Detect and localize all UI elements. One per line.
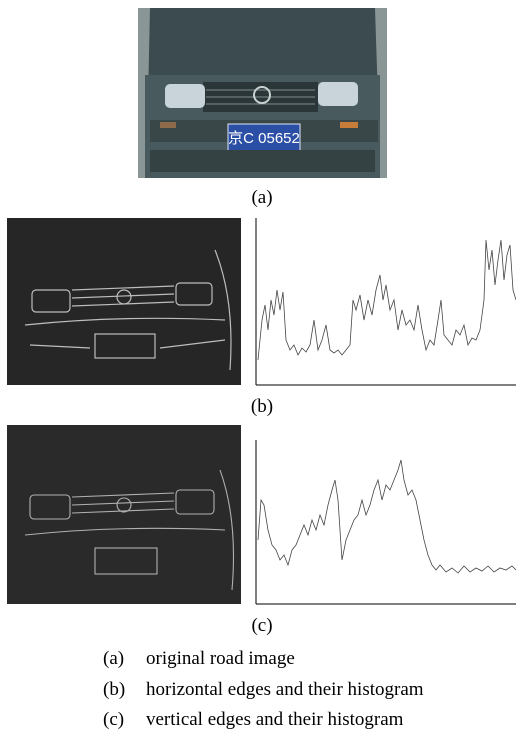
caption-text: original road image <box>146 648 295 669</box>
horizontal-histogram <box>255 218 516 386</box>
original-image: 京C 05652 <box>138 8 387 178</box>
caption-text: vertical edges and their histogram <box>146 709 404 730</box>
caption-label: (b) <box>103 679 125 700</box>
panel-label: (a) <box>251 187 272 208</box>
plate-text: 京C 05652 <box>228 130 300 147</box>
caption-label: (a) <box>103 648 124 669</box>
panel-label: (c) <box>251 615 272 636</box>
panel-label: (b) <box>251 396 273 417</box>
vertical-histogram <box>255 440 516 605</box>
vertical-edge-image <box>7 425 241 604</box>
caption: (a) original road image (b) horizontal e… <box>103 648 424 730</box>
caption-label: (c) <box>103 709 124 730</box>
caption-text: horizontal edges and their histogram <box>146 679 424 700</box>
horizontal-edge-image <box>7 218 241 385</box>
